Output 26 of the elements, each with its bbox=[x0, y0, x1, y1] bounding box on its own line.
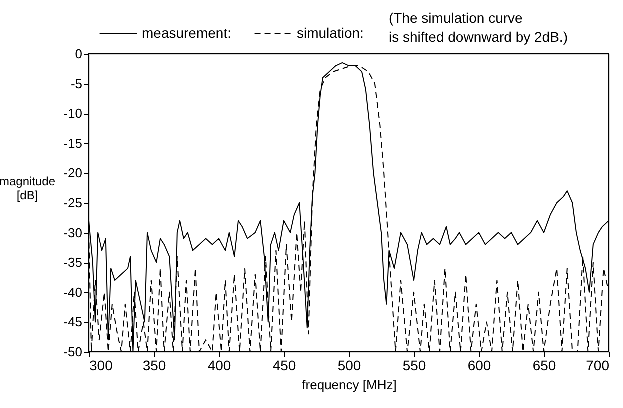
x-tick-label: 650 bbox=[532, 358, 556, 374]
y-tick-label: -40 bbox=[64, 284, 82, 300]
x-tick-label: 500 bbox=[338, 358, 362, 374]
text: (The simulation curve bbox=[389, 10, 524, 26]
y-tick-label: -30 bbox=[64, 225, 82, 240]
x-tick-label: 300 bbox=[90, 358, 114, 374]
y-axis-title: magnitude [dB] bbox=[0, 174, 56, 203]
y-tick-label: -25 bbox=[64, 196, 82, 210]
y-tick-label: -10 bbox=[64, 106, 82, 122]
y-tick-label: -5 bbox=[70, 76, 82, 92]
x-tick-label: 450 bbox=[272, 358, 296, 374]
y-tick-label: -35 bbox=[64, 255, 82, 270]
y-tick-label: 0 bbox=[75, 46, 82, 62]
y-tick-label: -15 bbox=[64, 136, 82, 151]
y-tick-label: -50 bbox=[64, 344, 82, 360]
y-tick-label: -20 bbox=[64, 166, 82, 181]
x-tick-label: 600 bbox=[468, 358, 492, 374]
x-tick-label: 400 bbox=[208, 358, 232, 374]
text: is shifted downward by 2dB.) bbox=[389, 29, 568, 45]
y-tick-label: -45 bbox=[64, 314, 82, 330]
x-tick-label: 350 bbox=[142, 358, 166, 374]
legend-label: simulation: bbox=[297, 24, 364, 41]
x-tick-label: 700 bbox=[586, 358, 610, 374]
x-axis-title: frequency [MHz] bbox=[302, 378, 397, 392]
x-tick-label: 550 bbox=[402, 358, 426, 374]
legend-label: measurement: bbox=[142, 24, 232, 41]
